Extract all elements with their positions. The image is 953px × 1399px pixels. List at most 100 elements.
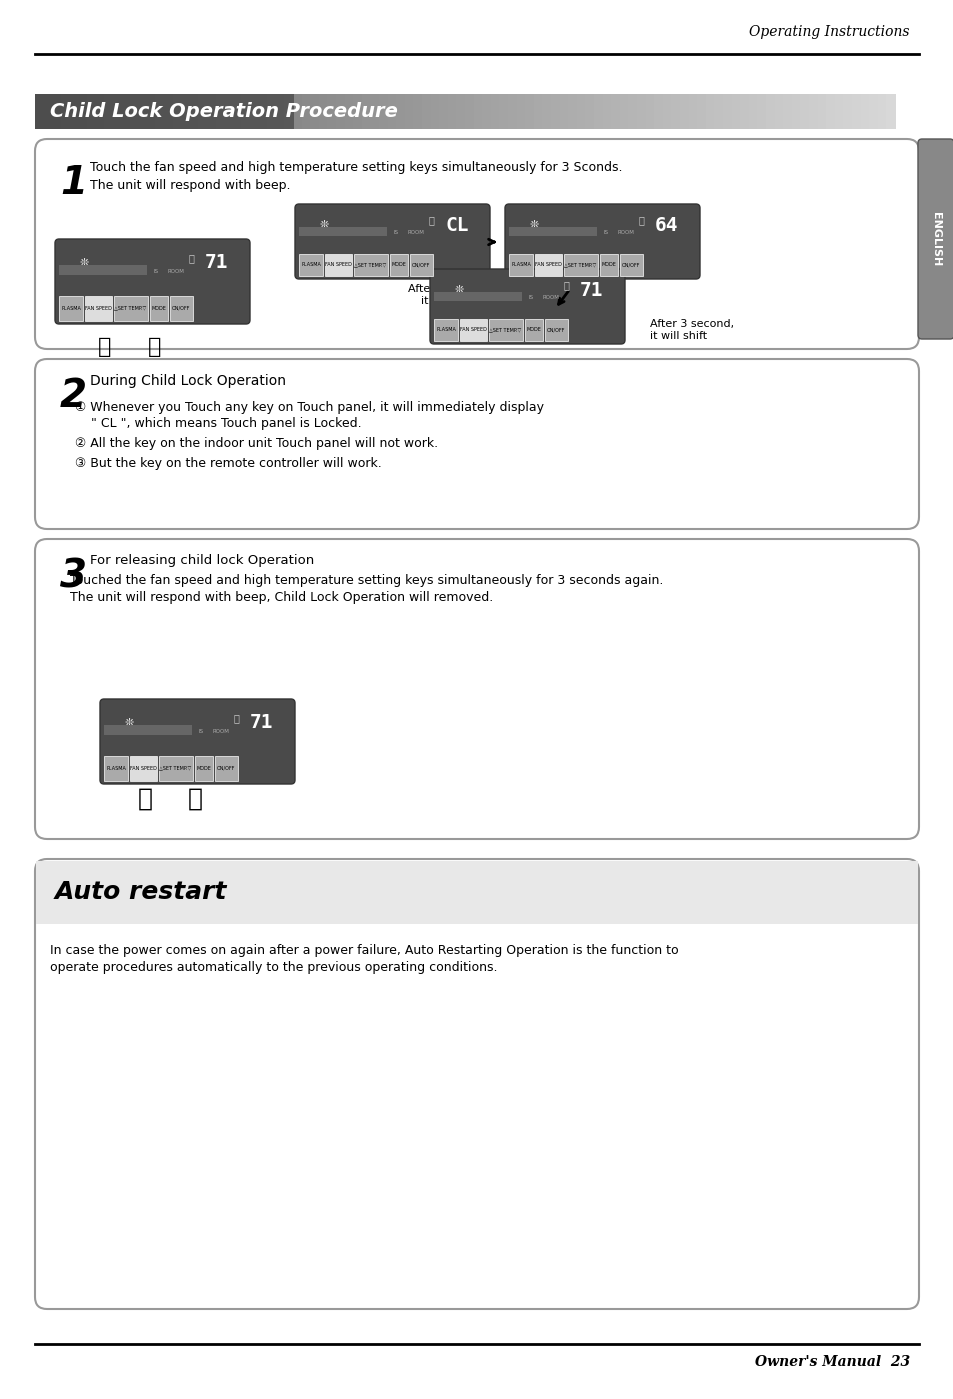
Text: MODE: MODE: [196, 765, 212, 771]
Bar: [782, 94, 792, 129]
FancyBboxPatch shape: [35, 139, 918, 348]
Bar: [112, 94, 122, 129]
Bar: [121, 94, 131, 129]
Bar: [215, 94, 225, 129]
Text: " CL ", which means Touch panel is Locked.: " CL ", which means Touch panel is Locke…: [75, 417, 361, 429]
Bar: [488, 319, 522, 341]
Bar: [130, 94, 139, 129]
Bar: [577, 94, 586, 129]
Text: FAN SPEED: FAN SPEED: [85, 306, 112, 311]
Text: IS: IS: [153, 269, 159, 274]
Text: IS: IS: [394, 229, 398, 235]
Bar: [594, 94, 603, 129]
Bar: [61, 94, 71, 129]
Text: The unit will respond with beep.: The unit will respond with beep.: [90, 179, 291, 192]
Bar: [258, 94, 268, 129]
Bar: [705, 94, 715, 129]
Text: ③ But the key on the remote controller will work.: ③ But the key on the remote controller w…: [75, 457, 381, 470]
Bar: [481, 94, 492, 129]
Bar: [131, 755, 156, 781]
FancyBboxPatch shape: [35, 360, 918, 529]
Bar: [78, 94, 88, 129]
Text: 3: 3: [60, 557, 87, 595]
Text: 71: 71: [205, 253, 229, 273]
Bar: [344, 94, 354, 129]
Bar: [389, 253, 408, 276]
Bar: [164, 94, 173, 129]
Bar: [150, 295, 168, 320]
Bar: [284, 94, 294, 129]
Text: Touch the fan speed and high temperature setting keys simultaneously for 3 Scond: Touch the fan speed and high temperature…: [90, 161, 622, 173]
Text: PLASMA: PLASMA: [61, 306, 81, 311]
Bar: [524, 319, 542, 341]
Bar: [215, 755, 237, 781]
Bar: [87, 94, 96, 129]
Text: ROOM: ROOM: [617, 229, 634, 235]
Text: ON/OFF: ON/OFF: [547, 327, 565, 332]
Bar: [637, 94, 646, 129]
Text: ❊: ❊: [529, 220, 538, 229]
FancyBboxPatch shape: [35, 859, 918, 1309]
Bar: [78, 94, 88, 129]
Bar: [697, 94, 706, 129]
Text: ROOM: ROOM: [407, 229, 424, 235]
FancyBboxPatch shape: [917, 139, 953, 339]
Bar: [508, 227, 596, 235]
Bar: [190, 94, 199, 129]
Text: 1: 1: [60, 164, 87, 201]
Bar: [164, 94, 173, 129]
Text: Operating Instructions: Operating Instructions: [749, 25, 909, 39]
Text: PLASMA: PLASMA: [511, 262, 531, 267]
Text: ❊: ❊: [125, 718, 133, 727]
Bar: [258, 94, 268, 129]
Bar: [155, 94, 165, 129]
Bar: [284, 94, 294, 129]
Text: △SET TEMP.▽: △SET TEMP.▽: [564, 262, 596, 267]
Bar: [198, 94, 208, 129]
Bar: [250, 94, 259, 129]
Text: it will shift: it will shift: [649, 332, 706, 341]
Bar: [87, 94, 96, 129]
Bar: [298, 253, 323, 276]
Bar: [104, 755, 128, 781]
Bar: [194, 755, 213, 781]
Text: Owner's Manual  23: Owner's Manual 23: [754, 1356, 909, 1370]
Text: MODE: MODE: [152, 306, 166, 311]
Text: FAN SPEED: FAN SPEED: [130, 765, 156, 771]
Bar: [404, 94, 414, 129]
Text: Touched the fan speed and high temperature setting keys simultaneously for 3 sec: Touched the fan speed and high temperatu…: [70, 574, 662, 588]
Bar: [413, 94, 422, 129]
Bar: [688, 94, 698, 129]
Bar: [851, 94, 861, 129]
Bar: [800, 94, 809, 129]
Bar: [70, 94, 79, 129]
Bar: [430, 94, 439, 129]
Bar: [59, 264, 147, 274]
Bar: [215, 94, 225, 129]
Text: △SET TEMP.▽: △SET TEMP.▽: [355, 262, 386, 267]
Bar: [44, 94, 53, 129]
Bar: [473, 94, 482, 129]
Text: ❊: ❊: [454, 285, 463, 295]
Bar: [611, 94, 620, 129]
Text: ① Whenever you Touch any key on Touch panel, it will immediately display: ① Whenever you Touch any key on Touch pa…: [75, 402, 543, 414]
Text: ⏻: ⏻: [563, 281, 569, 291]
Text: 2: 2: [60, 376, 87, 416]
Bar: [310, 94, 319, 129]
FancyBboxPatch shape: [430, 269, 624, 344]
Bar: [628, 94, 638, 129]
Bar: [877, 94, 886, 129]
Bar: [327, 94, 336, 129]
Text: ROOM: ROOM: [168, 269, 184, 274]
Bar: [551, 94, 560, 129]
Bar: [233, 94, 242, 129]
Bar: [95, 94, 105, 129]
Bar: [525, 94, 535, 129]
Bar: [35, 94, 45, 129]
Bar: [464, 94, 474, 129]
Bar: [731, 94, 740, 129]
Bar: [817, 94, 826, 129]
Bar: [293, 94, 302, 129]
Bar: [370, 94, 379, 129]
Bar: [765, 94, 775, 129]
